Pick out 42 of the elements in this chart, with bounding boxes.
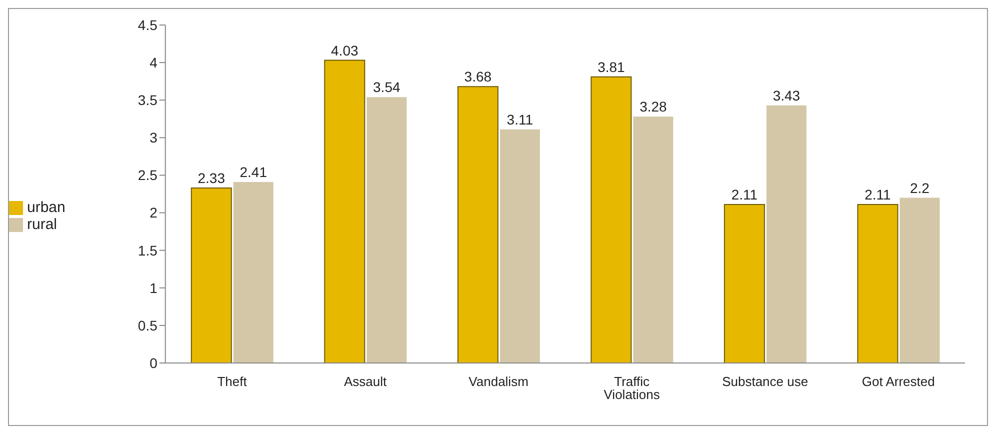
bar bbox=[724, 204, 765, 363]
bar bbox=[590, 76, 632, 363]
bar bbox=[366, 97, 407, 363]
y-tick-label: 4.5 bbox=[138, 16, 158, 33]
legend-label: urban bbox=[27, 199, 66, 216]
data-label: 3.43 bbox=[772, 87, 800, 104]
x-tick-label: Got Arrested bbox=[862, 374, 935, 390]
bar bbox=[900, 198, 940, 363]
data-label: 3.11 bbox=[506, 111, 534, 128]
y-tick-label: 2.5 bbox=[138, 167, 158, 184]
legend-label: rural bbox=[27, 216, 58, 233]
data-label: 3.28 bbox=[640, 98, 668, 115]
bar bbox=[857, 204, 898, 363]
x-tick-label: Traffic Violations bbox=[604, 374, 660, 402]
y-tick-label: 0.5 bbox=[138, 317, 158, 334]
bar bbox=[766, 105, 806, 363]
data-label: 3.81 bbox=[598, 58, 626, 75]
data-label: 4.03 bbox=[331, 42, 358, 58]
bar bbox=[190, 187, 232, 363]
data-label: 2.33 bbox=[198, 170, 226, 186]
y-tick-label: 1 bbox=[150, 280, 158, 296]
x-tick-label: Assault bbox=[344, 374, 387, 390]
y-tick-label: 3 bbox=[150, 130, 158, 146]
bar bbox=[633, 116, 674, 363]
data-label: 2.11 bbox=[731, 186, 758, 203]
y-tick-label: 2 bbox=[150, 204, 158, 221]
y-tick-label: 1.5 bbox=[138, 242, 158, 258]
bar bbox=[500, 129, 540, 363]
y-tick-label: 3.5 bbox=[138, 92, 158, 108]
x-tick-label: Theft bbox=[217, 374, 248, 390]
y-tick-label: 4 bbox=[150, 54, 158, 71]
y-tick-label: 0 bbox=[150, 354, 158, 371]
data-label: 2.2 bbox=[910, 180, 930, 196]
data-label: 3.54 bbox=[373, 79, 400, 96]
bar bbox=[457, 86, 498, 363]
data-label: 2.11 bbox=[864, 186, 892, 203]
x-tick-label: Substance use bbox=[722, 374, 808, 390]
x-tick-label: Vandalism bbox=[468, 374, 528, 390]
data-label: 3.68 bbox=[464, 68, 492, 85]
bar bbox=[324, 60, 366, 363]
data-label: 2.41 bbox=[240, 164, 268, 180]
bar bbox=[233, 182, 274, 363]
